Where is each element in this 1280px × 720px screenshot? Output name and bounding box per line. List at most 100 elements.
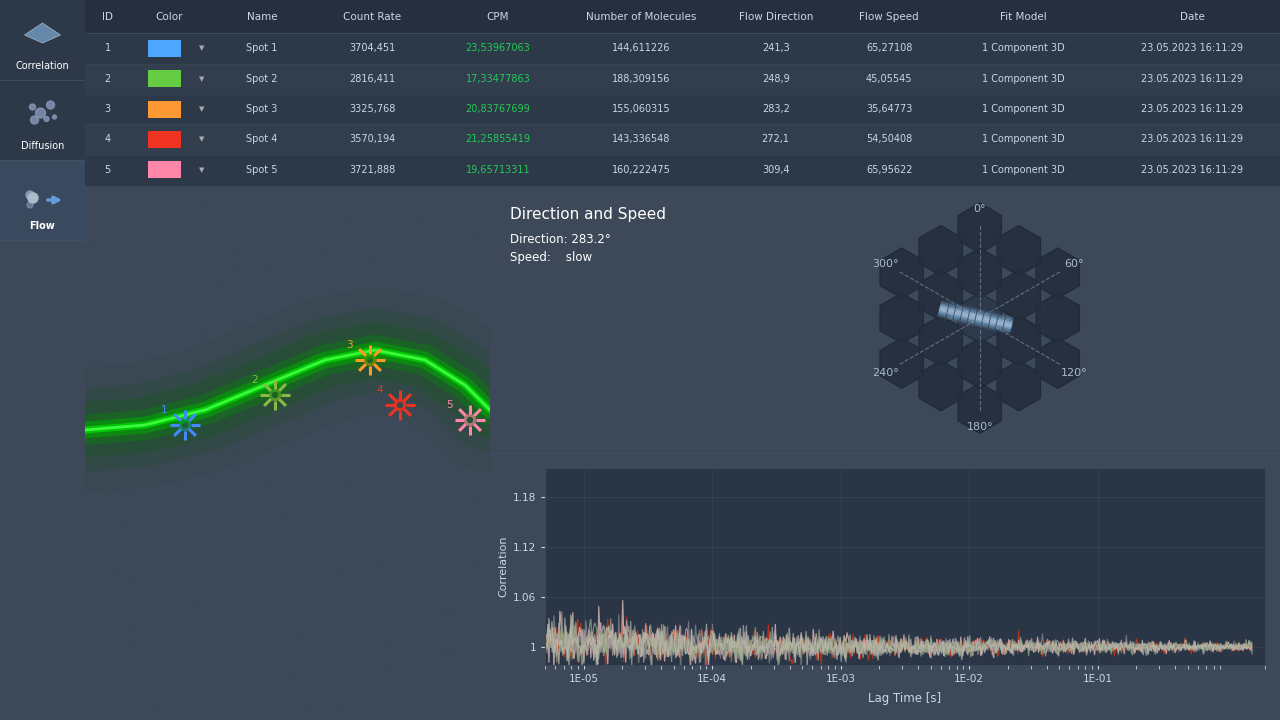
Text: 1: 1 (161, 405, 168, 415)
Polygon shape (959, 203, 1001, 253)
Text: ▼: ▼ (200, 45, 205, 51)
Polygon shape (1037, 293, 1079, 343)
Polygon shape (959, 338, 1001, 388)
Text: Spot 1: Spot 1 (246, 43, 278, 53)
Polygon shape (919, 225, 963, 276)
Text: Direction: 283.2°: Direction: 283.2° (509, 233, 611, 246)
Polygon shape (997, 315, 1041, 366)
Text: 60°: 60° (1064, 258, 1084, 269)
Text: 248,9: 248,9 (762, 74, 790, 84)
Text: 188,309156: 188,309156 (612, 74, 671, 84)
Text: 2: 2 (105, 74, 111, 84)
Text: 1 Component 3D: 1 Component 3D (982, 43, 1065, 53)
Circle shape (46, 101, 55, 109)
Text: 45,05545: 45,05545 (867, 74, 913, 84)
Polygon shape (997, 271, 1041, 320)
Text: 23.05.2023 16:11:29: 23.05.2023 16:11:29 (1142, 74, 1243, 84)
Text: ID: ID (102, 12, 113, 22)
Text: 120°: 120° (1061, 367, 1087, 377)
Text: 2816,411: 2816,411 (349, 74, 396, 84)
Text: 21,25855419: 21,25855419 (466, 135, 530, 145)
Text: 54,50408: 54,50408 (867, 135, 913, 145)
Circle shape (44, 117, 49, 122)
Text: 23,53967063: 23,53967063 (466, 43, 530, 53)
Text: CPM: CPM (486, 12, 509, 22)
Text: 160,222475: 160,222475 (612, 165, 671, 175)
Text: 3721,888: 3721,888 (349, 165, 396, 175)
FancyBboxPatch shape (147, 40, 182, 57)
Polygon shape (997, 225, 1041, 276)
Polygon shape (997, 361, 1041, 410)
Text: Direction and Speed: Direction and Speed (509, 207, 666, 222)
Circle shape (52, 115, 56, 119)
Text: Spot 4: Spot 4 (246, 135, 278, 145)
Polygon shape (959, 383, 1001, 433)
Text: 309,4: 309,4 (762, 165, 790, 175)
Text: Spot 3: Spot 3 (246, 104, 278, 114)
Circle shape (27, 202, 33, 208)
Text: 17,33477863: 17,33477863 (466, 74, 530, 84)
Text: Spot 5: Spot 5 (246, 165, 278, 175)
Text: 3325,768: 3325,768 (349, 104, 396, 114)
Circle shape (36, 108, 46, 118)
Text: 3: 3 (105, 104, 111, 114)
Text: Fit Model: Fit Model (1000, 12, 1047, 22)
Text: 180°: 180° (966, 422, 993, 432)
Text: 5: 5 (105, 165, 111, 175)
Text: Speed:    slow: Speed: slow (509, 251, 593, 264)
Polygon shape (881, 338, 923, 388)
Text: 144,611226: 144,611226 (612, 43, 671, 53)
Polygon shape (24, 23, 60, 43)
Text: Diffusion: Diffusion (20, 141, 64, 151)
Text: 241,3: 241,3 (762, 43, 790, 53)
Text: 283,2: 283,2 (762, 104, 790, 114)
Circle shape (28, 193, 38, 203)
Text: 35,64773: 35,64773 (867, 104, 913, 114)
Circle shape (29, 104, 36, 110)
X-axis label: Lag Time [s]: Lag Time [s] (868, 693, 942, 706)
Polygon shape (919, 361, 963, 410)
Text: ▼: ▼ (200, 76, 205, 82)
Polygon shape (881, 248, 923, 298)
Text: 240°: 240° (872, 367, 899, 377)
Circle shape (31, 116, 38, 124)
Text: 2: 2 (251, 375, 257, 385)
Polygon shape (919, 271, 963, 320)
Text: ▼: ▼ (200, 106, 205, 112)
FancyBboxPatch shape (147, 101, 182, 117)
Text: 23.05.2023 16:11:29: 23.05.2023 16:11:29 (1142, 104, 1243, 114)
Text: 3704,451: 3704,451 (349, 43, 396, 53)
Text: ▼: ▼ (200, 137, 205, 143)
Text: 23.05.2023 16:11:29: 23.05.2023 16:11:29 (1142, 43, 1243, 53)
Text: 23.05.2023 16:11:29: 23.05.2023 16:11:29 (1142, 165, 1243, 175)
Text: 3570,194: 3570,194 (349, 135, 396, 145)
Text: 5: 5 (445, 400, 453, 410)
Text: 19,65713311: 19,65713311 (466, 165, 530, 175)
FancyBboxPatch shape (147, 161, 182, 179)
Text: Correlation: Correlation (15, 61, 69, 71)
Text: 65,27108: 65,27108 (867, 43, 913, 53)
Text: 155,060315: 155,060315 (612, 104, 671, 114)
Text: Flow Direction: Flow Direction (739, 12, 813, 22)
Text: ▼: ▼ (200, 167, 205, 173)
Text: 300°: 300° (873, 258, 899, 269)
Polygon shape (881, 293, 923, 343)
Text: 4: 4 (376, 385, 383, 395)
Text: 1 Component 3D: 1 Component 3D (982, 74, 1065, 84)
Polygon shape (959, 248, 1001, 298)
Text: Name: Name (247, 12, 278, 22)
Text: 143,336548: 143,336548 (612, 135, 671, 145)
Text: 1 Component 3D: 1 Component 3D (982, 104, 1065, 114)
Polygon shape (919, 315, 963, 366)
Text: Number of Molecules: Number of Molecules (586, 12, 696, 22)
Text: 1 Component 3D: 1 Component 3D (982, 135, 1065, 145)
FancyBboxPatch shape (147, 131, 182, 148)
Polygon shape (1037, 338, 1079, 388)
Circle shape (26, 191, 35, 199)
Text: Count Rate: Count Rate (343, 12, 402, 22)
Text: 3: 3 (346, 340, 352, 350)
Text: Date: Date (1180, 12, 1204, 22)
FancyBboxPatch shape (147, 71, 182, 87)
Text: 4: 4 (105, 135, 111, 145)
Polygon shape (1037, 248, 1079, 298)
